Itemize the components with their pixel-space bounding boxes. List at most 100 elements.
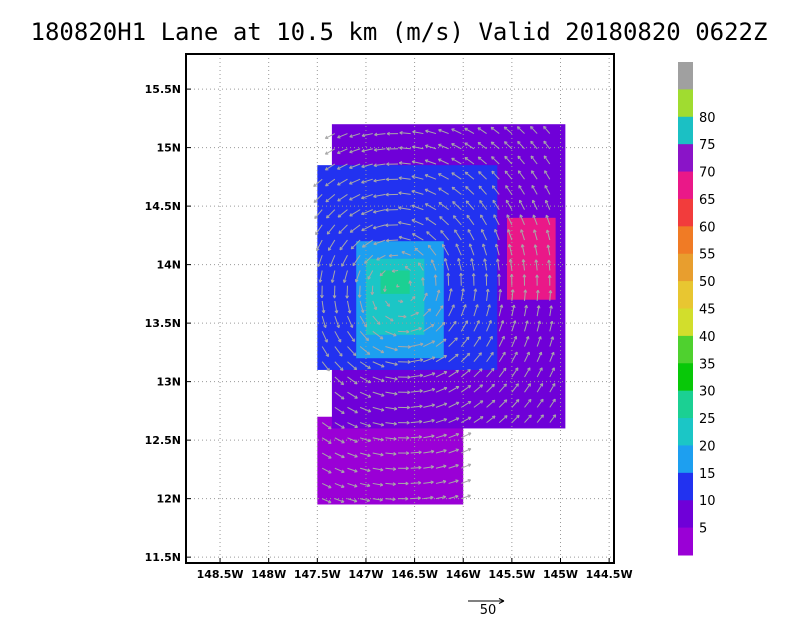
wind-vector-head <box>398 220 402 225</box>
wind-vector-head <box>547 274 552 279</box>
wind-vector-head <box>385 238 390 243</box>
wind-vector <box>504 155 513 165</box>
x-axis-ticks: 148.5W 148W 147.5W 147W 146.5W 146W 145.5W 145W… <box>197 558 633 581</box>
wind-vector <box>498 336 505 347</box>
wind-vector-head <box>552 383 556 387</box>
wind-vector <box>451 143 462 150</box>
wind-vector <box>477 141 487 150</box>
wind-vector-head <box>325 353 329 358</box>
wind-vector-head <box>347 310 352 314</box>
wind-vector-head <box>431 418 435 423</box>
wind-vector <box>423 324 435 332</box>
wind-vector-head <box>507 229 511 233</box>
wind-vector-head <box>479 384 484 388</box>
wind-vector-head <box>337 198 341 202</box>
wind-vector-head <box>398 191 402 195</box>
wind-vector-head <box>505 199 510 204</box>
wind-vector-head <box>477 156 482 160</box>
wind-vector <box>314 209 323 219</box>
wind-vector-head <box>420 277 425 281</box>
wind-vector <box>347 498 358 502</box>
wind-vector <box>337 209 348 218</box>
wind-vector <box>424 188 437 195</box>
wind-vector-head <box>412 130 416 134</box>
wind-vector-head <box>405 466 409 471</box>
wind-vector-head <box>479 368 483 372</box>
wind-vector <box>435 449 447 454</box>
colorbar-label: 65 <box>699 193 716 208</box>
wind-vector <box>423 340 435 347</box>
wind-vector <box>359 452 371 457</box>
wind-vector <box>385 346 398 351</box>
wind-vector <box>477 127 487 134</box>
wind-vector-head <box>548 290 553 294</box>
wind-vector <box>347 437 358 443</box>
wind-vector-head <box>443 258 448 262</box>
wind-vector <box>321 300 325 313</box>
wind-vector-head <box>383 288 387 292</box>
wind-vector <box>486 320 492 332</box>
wind-vector-head <box>531 184 535 189</box>
wind-vector <box>372 391 385 397</box>
wind-vector <box>464 171 475 180</box>
wind-vector <box>337 178 348 186</box>
wind-vector-head <box>399 146 403 150</box>
wind-vector <box>448 304 455 317</box>
wind-vector <box>412 233 424 241</box>
wind-vector-head <box>476 320 480 324</box>
wind-vector <box>385 376 398 380</box>
wind-vector-head <box>443 464 447 469</box>
wind-vector <box>325 194 336 203</box>
wind-vector <box>347 482 358 488</box>
wind-vector <box>374 148 386 151</box>
wind-vector <box>422 308 432 317</box>
wind-vector-head <box>385 223 389 228</box>
wind-vector-head <box>513 335 518 340</box>
wind-vector-head <box>455 479 459 484</box>
wind-vector <box>337 163 348 170</box>
wind-vector-head <box>373 148 378 152</box>
wind-vector <box>460 385 471 393</box>
wind-vector-head <box>380 422 385 427</box>
wind-vector <box>425 217 437 226</box>
wind-vector <box>425 159 437 165</box>
wind-vector <box>473 416 484 424</box>
wind-vector-head <box>414 247 419 252</box>
wind-vector-head <box>329 263 333 268</box>
wind-vector-head <box>533 229 537 233</box>
wind-vector <box>464 127 475 135</box>
wind-vector-head <box>327 247 332 251</box>
wind-vector <box>444 258 450 271</box>
wind-vector-head <box>424 144 429 148</box>
wind-vector <box>486 288 489 301</box>
wind-vector-head <box>393 436 397 441</box>
wind-vector-head <box>430 449 435 454</box>
wind-vector-head <box>394 391 398 396</box>
wind-vector-head <box>493 214 497 218</box>
wind-vector-head <box>446 272 451 276</box>
wind-vector-head <box>385 177 390 182</box>
wind-vector-head <box>381 393 385 397</box>
wind-vector <box>385 330 397 337</box>
wind-vector-head <box>316 247 320 252</box>
wind-vector-head <box>367 468 371 473</box>
wind-vector-head <box>455 369 460 374</box>
wind-vector <box>486 367 495 378</box>
wind-vector <box>316 239 323 251</box>
wind-vector-head <box>490 126 495 131</box>
wind-vector <box>495 243 500 256</box>
wind-vector-head <box>449 288 453 292</box>
colorbar-swatch <box>678 62 693 90</box>
wind-vector <box>321 422 332 430</box>
wind-vector <box>372 467 384 471</box>
wind-vector-head <box>504 415 508 419</box>
x-tick-label: 146.5W <box>391 568 438 581</box>
wind-vector-head <box>438 128 442 133</box>
wind-vector-head <box>503 141 508 145</box>
wind-vector-head <box>367 365 371 369</box>
wind-vector-head <box>349 197 353 201</box>
wind-vector <box>438 201 449 211</box>
wind-vector-head <box>431 403 435 408</box>
wind-vector-head <box>490 141 495 145</box>
wind-vector-head <box>367 438 371 443</box>
